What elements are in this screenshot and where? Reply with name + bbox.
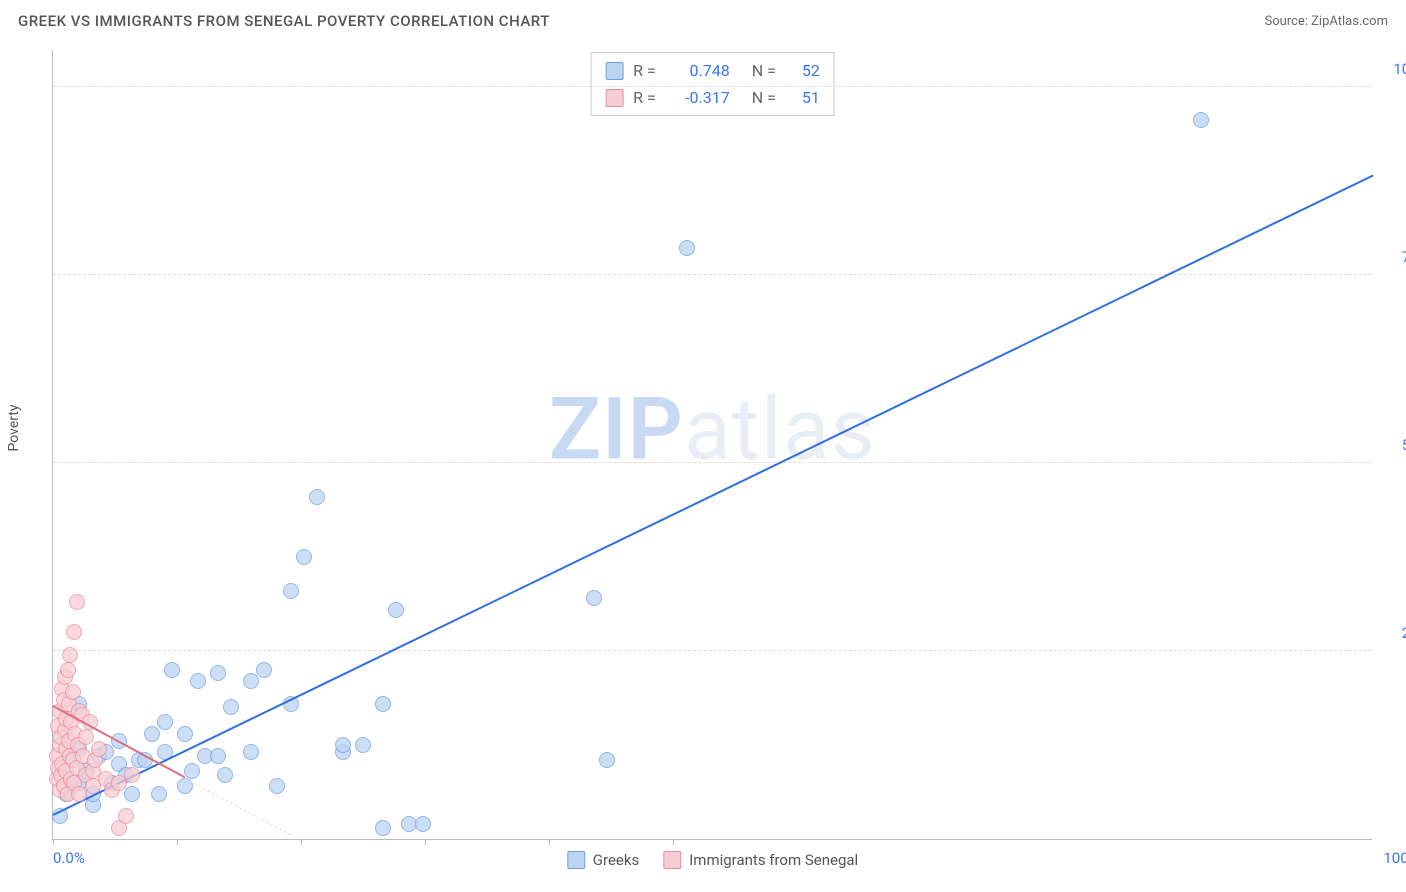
data-point xyxy=(586,590,602,606)
data-point xyxy=(124,767,140,783)
legend-swatch xyxy=(663,851,681,869)
x-tick xyxy=(673,839,674,845)
legend-swatch xyxy=(605,89,623,107)
data-point xyxy=(283,583,299,599)
r-value: -0.317 xyxy=(666,84,730,111)
data-point xyxy=(355,737,371,753)
legend-swatch xyxy=(567,851,585,869)
y-tick-label: 50.0% xyxy=(1382,436,1406,454)
watermark: ZIPatlas xyxy=(549,378,876,479)
data-point xyxy=(599,752,615,768)
data-point xyxy=(210,665,226,681)
n-label: N = xyxy=(752,57,776,84)
data-point xyxy=(177,726,193,742)
data-point xyxy=(223,699,239,715)
x-tick xyxy=(301,839,302,845)
r-value: 0.748 xyxy=(666,57,730,84)
legend-r-row: R = 0.748 N = 52 xyxy=(605,57,820,84)
data-point xyxy=(1193,112,1209,128)
legend-series-label: Greeks xyxy=(593,851,639,869)
data-point xyxy=(309,489,325,505)
data-point xyxy=(269,778,285,794)
r-label: R = xyxy=(633,57,656,84)
data-point xyxy=(91,741,107,757)
legend-series-label: Immigrants from Senegal xyxy=(689,851,858,869)
data-point xyxy=(65,684,81,700)
data-point xyxy=(335,737,351,753)
r-label: R = xyxy=(633,84,656,111)
data-point xyxy=(157,714,173,730)
gridline-h xyxy=(53,274,1372,275)
y-axis-label: Poverty xyxy=(6,404,22,451)
chart-title: GREEK VS IMMIGRANTS FROM SENEGAL POVERTY… xyxy=(18,12,550,30)
data-point xyxy=(243,744,259,760)
data-point xyxy=(184,763,200,779)
gridline-h xyxy=(53,86,1372,87)
legend-series: Greeks Immigrants from Senegal xyxy=(567,851,858,869)
data-point xyxy=(296,549,312,565)
legend-series-item: Greeks xyxy=(567,851,639,869)
data-point xyxy=(124,786,140,802)
x-tick xyxy=(53,839,54,845)
x-tick-label-min: 0.0% xyxy=(53,849,85,867)
data-point xyxy=(66,624,82,640)
data-point xyxy=(679,240,695,256)
data-point xyxy=(69,594,85,610)
chart-area: Poverty ZIPatlas R =0.748N =52R =-0.317N… xyxy=(18,42,1388,892)
n-label: N = xyxy=(752,84,776,111)
x-tick-label-max: 100.0% xyxy=(1383,849,1406,867)
source-label: Source: ZipAtlas.com xyxy=(1264,14,1388,29)
data-point xyxy=(151,786,167,802)
data-point xyxy=(210,748,226,764)
data-point xyxy=(415,816,431,832)
x-tick xyxy=(549,839,550,845)
data-point xyxy=(243,673,259,689)
data-point xyxy=(388,602,404,618)
gridline-h xyxy=(53,462,1372,463)
data-point xyxy=(375,696,391,712)
y-tick-label: 100.0% xyxy=(1382,60,1406,78)
data-point xyxy=(190,673,206,689)
data-point xyxy=(375,820,391,836)
legend-r-row: R = -0.317 N = 51 xyxy=(605,84,820,111)
data-point xyxy=(144,726,160,742)
y-tick-label: 25.0% xyxy=(1382,624,1406,642)
n-value: 51 xyxy=(786,84,820,111)
y-tick-label: 75.0% xyxy=(1382,248,1406,266)
data-point xyxy=(164,662,180,678)
data-point xyxy=(60,662,76,678)
plot-region: ZIPatlas R =0.748N =52R =-0.317N =51 Gre… xyxy=(52,50,1372,840)
gridline-h xyxy=(53,650,1372,651)
data-point xyxy=(78,729,94,745)
legend-correlation-box: R = 0.748 N = 52 R = -0.317 N = 51 xyxy=(590,52,835,116)
data-point xyxy=(256,662,272,678)
trend-line xyxy=(53,175,1374,816)
n-value: 52 xyxy=(786,57,820,84)
legend-swatch xyxy=(605,62,623,80)
x-tick xyxy=(177,839,178,845)
data-point xyxy=(118,808,134,824)
data-point xyxy=(62,647,78,663)
data-point xyxy=(217,767,233,783)
legend-series-item: Immigrants from Senegal xyxy=(663,851,858,869)
x-tick xyxy=(425,839,426,845)
